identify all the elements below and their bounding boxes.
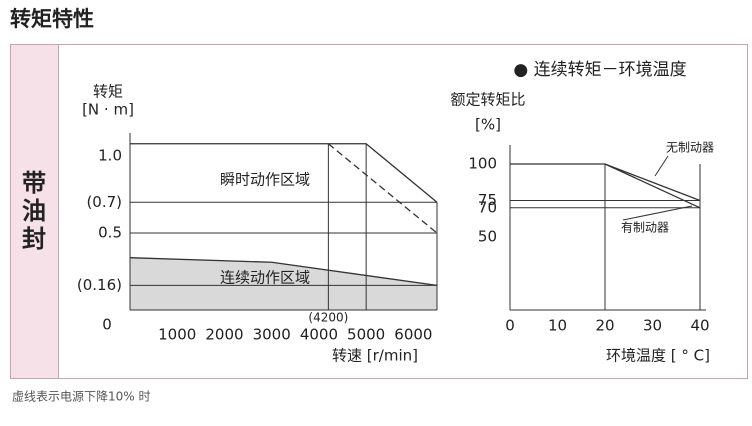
x-tick-label: 10 (548, 317, 567, 335)
series-label: 连续动作区域 (220, 269, 310, 287)
x-axis-label: 转速 [r/min] (332, 347, 418, 365)
side-column (10, 44, 59, 379)
y-tick-label: 1.0 (98, 147, 122, 165)
x-tick-label: 4000 (300, 326, 338, 344)
side-label: 油 (22, 197, 46, 225)
x-tick-label: 0 (505, 317, 515, 335)
y-axis-label: 额定转矩比 (450, 91, 525, 109)
x-tick-label: 30 (643, 317, 662, 335)
side-label: 封 (22, 225, 46, 253)
area (130, 257, 437, 310)
y-tick-label: (0.7) (86, 193, 122, 211)
y-tick-label: 0.5 (98, 224, 122, 242)
series-line (130, 143, 438, 203)
y-tick-label: 75 (478, 191, 497, 209)
y-axis-label: [N · m] (82, 101, 134, 119)
heading: 转矩特性 (10, 7, 94, 31)
y-tick-label: 0 (102, 316, 112, 334)
y-axis-label: 转矩 (93, 83, 123, 101)
x-tick-label: 40 (690, 317, 709, 335)
series-line (129, 257, 438, 287)
side-label: 带 (22, 169, 46, 197)
x-tick-label: 2000 (205, 326, 243, 344)
x-axis-label: 环境温度 [ ° C] (606, 347, 710, 365)
y-axis-label: [%] (475, 116, 501, 134)
y-tick-label: 100 (468, 154, 497, 172)
x-tick-label: 5000 (347, 326, 385, 344)
series-line (327, 143, 438, 234)
x-tick-label: 20 (595, 317, 614, 335)
series-label: 有制动器 (621, 221, 669, 235)
x-tick-label: 1000 (158, 326, 196, 344)
chart-title: ● 连续转矩－环境温度 (513, 60, 686, 80)
frame (10, 44, 748, 379)
x-tick-label: 3000 (253, 326, 291, 344)
series-label: 瞬时动作区域 (220, 171, 310, 189)
x-tick-label: 6000 (394, 326, 432, 344)
series-line (510, 163, 701, 202)
leader-line (622, 205, 693, 221)
x-tick-label: (4200) (308, 311, 348, 325)
y-tick-label: 70 (478, 198, 497, 216)
y-tick-label: 50 (478, 227, 497, 245)
leader-line (654, 155, 669, 177)
series-line (604, 163, 701, 209)
footnote: 虚线表示电源下降10% 时 (12, 390, 151, 404)
series-label: 无制动器 (666, 141, 714, 155)
y-tick-label: (0.16) (77, 276, 122, 294)
